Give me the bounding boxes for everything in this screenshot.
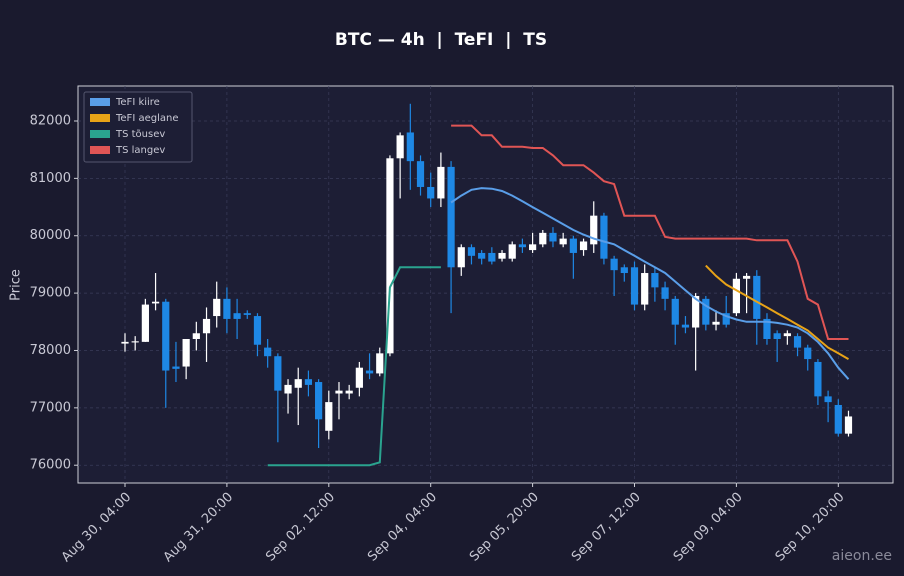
candle-body (579, 241, 588, 251)
indicator-line (267, 266, 441, 467)
candle-body (335, 390, 343, 394)
candle-body (814, 361, 822, 397)
candle-body (783, 333, 791, 337)
candle-body (151, 301, 160, 304)
candle-body (233, 313, 241, 319)
candle-body (763, 318, 771, 340)
legend-label: TeFI kiire (115, 97, 160, 108)
candle-body (467, 247, 476, 256)
indicator-line (451, 124, 849, 340)
candle-body (722, 313, 730, 325)
candle-body (345, 390, 353, 394)
candle-body (172, 366, 180, 369)
candle-body (325, 402, 333, 431)
candle-body (396, 135, 404, 159)
candle-body (488, 252, 496, 262)
candle-body (355, 367, 363, 388)
candle-body (202, 318, 211, 334)
candle-body (141, 304, 149, 342)
candle-body (508, 244, 516, 259)
y-tick-label: 76000 (30, 458, 71, 473)
legend-swatch (90, 146, 110, 154)
candle-body (834, 404, 842, 434)
candle-body (416, 161, 425, 187)
candle-body (498, 252, 506, 259)
chart-title: BTC — 4h | TeFI | TS (335, 30, 547, 50)
candle-body (478, 252, 486, 259)
candle-body (264, 347, 272, 357)
y-tick-label: 79000 (30, 286, 71, 301)
candle-body (692, 295, 700, 328)
candle-body (253, 316, 262, 345)
y-tick-label: 80000 (30, 228, 71, 243)
candle-body (284, 384, 292, 394)
candle-body (651, 273, 659, 288)
candle-body (559, 238, 567, 245)
legend-swatch (90, 130, 110, 138)
legend-swatch (90, 114, 110, 122)
candle-body (610, 258, 618, 271)
candle-body (793, 336, 802, 348)
candle-body (671, 298, 679, 325)
indicator-line (705, 264, 849, 360)
candle-body (437, 166, 445, 199)
candle-body (753, 275, 761, 319)
legend-label: TS tõusev (115, 129, 165, 140)
candle-body (365, 370, 374, 374)
y-tick-label: 77000 (30, 400, 71, 415)
candle-body (243, 313, 251, 315)
watermark: aieon.ee (832, 548, 892, 564)
candle-body (386, 158, 394, 354)
candle-body (213, 298, 221, 317)
candle-body (844, 416, 853, 434)
indicator-line (450, 187, 850, 380)
candle-body (773, 333, 781, 340)
candle-body (223, 298, 231, 319)
legend-label: TS langev (115, 145, 165, 156)
candle-body (549, 232, 557, 242)
y-tick-label: 82000 (30, 113, 71, 128)
candle-body (315, 382, 323, 420)
y-tick-label: 81000 (30, 171, 71, 186)
candle-body (641, 273, 649, 305)
candle-body (294, 379, 302, 388)
plot-area (77, 85, 894, 484)
candle-body (406, 132, 414, 162)
candle-body (600, 215, 608, 259)
candle-body (804, 347, 812, 360)
legend-label: TeFI aeglane (115, 113, 178, 124)
candle-body (447, 166, 455, 268)
legend-box (83, 91, 193, 163)
candle-body (569, 238, 577, 253)
candle-body (681, 324, 690, 328)
candle-body (620, 267, 628, 274)
candle-body (712, 321, 720, 325)
candle-body (192, 333, 200, 340)
y-tick-label: 78000 (30, 343, 71, 358)
y-axis-label: Price (9, 269, 24, 301)
candle-body (182, 339, 190, 367)
candle-body (304, 379, 313, 385)
candle-body (529, 244, 537, 251)
candle-body (274, 356, 282, 391)
candle-body (131, 341, 139, 343)
candle-body (121, 341, 129, 344)
candle-body (824, 396, 832, 403)
candle-body (590, 215, 598, 245)
candle-body (518, 244, 527, 248)
candle-body (661, 287, 669, 299)
candle-body (539, 232, 547, 245)
candle-body (742, 275, 751, 279)
candle-body (732, 278, 740, 314)
candle-body (702, 298, 710, 325)
candle-body (427, 186, 435, 199)
candle-body (630, 267, 639, 305)
candle-body (457, 247, 465, 268)
legend-swatch (90, 98, 110, 106)
candle-body (162, 301, 170, 371)
candle-body (376, 353, 384, 374)
